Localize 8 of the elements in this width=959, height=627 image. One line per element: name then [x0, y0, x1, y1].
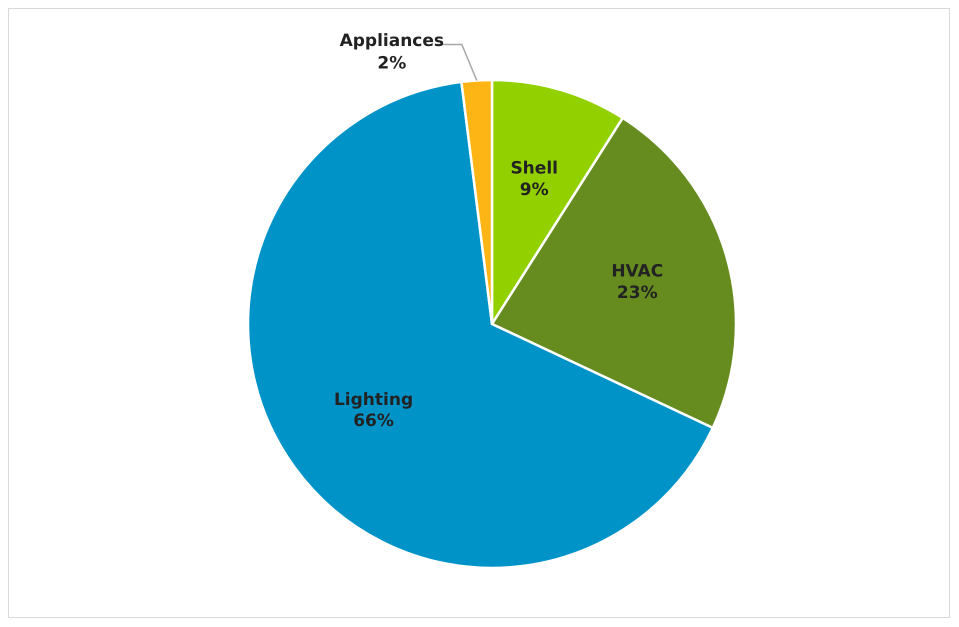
data-label: 9% [520, 180, 549, 200]
slice-label: HVAC [611, 262, 664, 282]
data-label: 23% [616, 282, 658, 303]
data-label: 66% [353, 411, 394, 432]
data-label: 2% [377, 53, 406, 74]
slice-label: Lighting [334, 390, 414, 410]
slice-label: Shell [510, 158, 558, 179]
slice-label: Appliances [340, 31, 444, 52]
